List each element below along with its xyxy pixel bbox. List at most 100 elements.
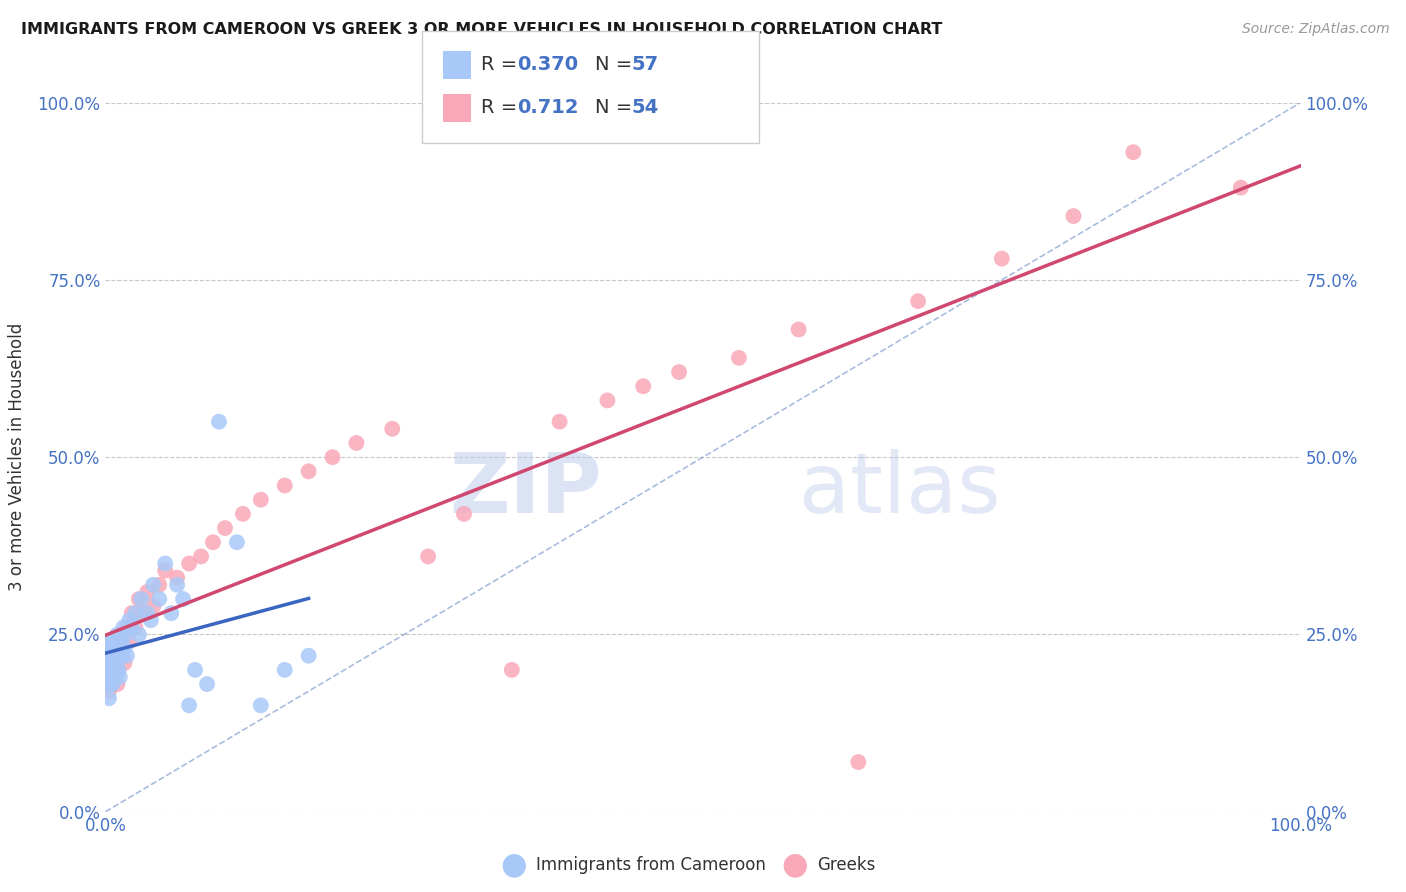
Point bbox=[172, 592, 194, 607]
Point bbox=[98, 691, 121, 706]
Point bbox=[990, 252, 1012, 266]
Text: atlas: atlas bbox=[799, 449, 1000, 530]
Point bbox=[160, 606, 183, 620]
Point bbox=[153, 557, 177, 571]
Point bbox=[103, 648, 125, 663]
Point bbox=[129, 606, 153, 620]
Point bbox=[101, 663, 124, 677]
Point bbox=[153, 564, 177, 578]
Point bbox=[139, 613, 162, 627]
Point bbox=[124, 606, 146, 620]
Text: IMMIGRANTS FROM CAMEROON VS GREEK 3 OR MORE VEHICLES IN HOUSEHOLD CORRELATION CH: IMMIGRANTS FROM CAMEROON VS GREEK 3 OR M… bbox=[21, 22, 942, 37]
Point bbox=[148, 592, 170, 607]
Point bbox=[103, 648, 125, 663]
Point bbox=[202, 535, 225, 549]
Text: 0.370: 0.370 bbox=[517, 54, 578, 74]
Point bbox=[96, 677, 118, 691]
Point bbox=[177, 557, 201, 571]
Point bbox=[114, 656, 136, 670]
Point bbox=[103, 634, 125, 648]
Point bbox=[100, 670, 122, 684]
Point bbox=[232, 507, 254, 521]
Point bbox=[97, 663, 120, 677]
Point bbox=[548, 415, 571, 429]
Point bbox=[321, 450, 344, 465]
Point bbox=[98, 677, 121, 691]
Point bbox=[273, 478, 295, 492]
Point bbox=[787, 322, 810, 336]
Point bbox=[97, 634, 120, 648]
Point bbox=[96, 663, 118, 677]
Text: N =: N = bbox=[595, 54, 638, 74]
Point bbox=[107, 677, 129, 691]
Text: ZIP: ZIP bbox=[449, 449, 602, 530]
Point bbox=[115, 620, 138, 634]
Text: Immigrants from Cameroon: Immigrants from Cameroon bbox=[536, 856, 765, 874]
Point bbox=[98, 648, 121, 663]
Point bbox=[110, 634, 132, 648]
Point bbox=[907, 294, 929, 309]
Point bbox=[100, 648, 122, 663]
Point bbox=[298, 464, 321, 478]
Point bbox=[136, 585, 159, 599]
Point bbox=[114, 641, 136, 656]
Point bbox=[728, 351, 751, 365]
Point bbox=[108, 641, 131, 656]
Point bbox=[101, 677, 124, 691]
Point bbox=[115, 648, 138, 663]
Point bbox=[381, 422, 404, 436]
Point bbox=[100, 663, 122, 677]
Point bbox=[453, 507, 475, 521]
Point bbox=[118, 634, 141, 648]
Point bbox=[107, 663, 129, 677]
Point bbox=[97, 656, 120, 670]
Point bbox=[105, 656, 128, 670]
Point bbox=[111, 648, 134, 663]
Point bbox=[96, 648, 118, 663]
Point bbox=[846, 755, 869, 769]
Point bbox=[100, 648, 122, 663]
Text: R =: R = bbox=[481, 97, 523, 117]
Point bbox=[1122, 145, 1144, 160]
Point bbox=[118, 613, 141, 627]
Point bbox=[98, 648, 121, 663]
Text: 57: 57 bbox=[631, 54, 658, 74]
Point bbox=[112, 620, 135, 634]
Point bbox=[166, 578, 188, 592]
Point bbox=[1229, 180, 1251, 194]
Text: 54: 54 bbox=[631, 97, 658, 117]
Point bbox=[142, 599, 165, 613]
Point bbox=[101, 656, 124, 670]
Text: N =: N = bbox=[595, 97, 638, 117]
Point bbox=[108, 670, 131, 684]
Point bbox=[214, 521, 236, 535]
Point bbox=[97, 670, 120, 684]
Point bbox=[136, 606, 159, 620]
Point bbox=[250, 698, 273, 713]
Point bbox=[104, 670, 127, 684]
Point bbox=[148, 578, 170, 592]
Point bbox=[107, 627, 129, 641]
Point bbox=[225, 535, 249, 549]
Point bbox=[166, 571, 188, 585]
Point bbox=[105, 663, 128, 677]
Point bbox=[190, 549, 212, 564]
Point bbox=[98, 684, 121, 698]
Point bbox=[107, 663, 129, 677]
Point bbox=[108, 648, 131, 663]
Point bbox=[418, 549, 440, 564]
Point bbox=[633, 379, 655, 393]
Y-axis label: 3 or more Vehicles in Household: 3 or more Vehicles in Household bbox=[8, 323, 27, 591]
Point bbox=[98, 663, 121, 677]
Point bbox=[142, 578, 165, 592]
Point bbox=[104, 641, 127, 656]
Point bbox=[346, 436, 368, 450]
Text: Greeks: Greeks bbox=[817, 856, 876, 874]
Point bbox=[111, 634, 134, 648]
Point bbox=[121, 606, 143, 620]
Text: ●: ● bbox=[782, 851, 807, 880]
Point bbox=[184, 663, 207, 677]
Point bbox=[128, 627, 150, 641]
Point bbox=[129, 592, 153, 607]
Point bbox=[104, 670, 127, 684]
